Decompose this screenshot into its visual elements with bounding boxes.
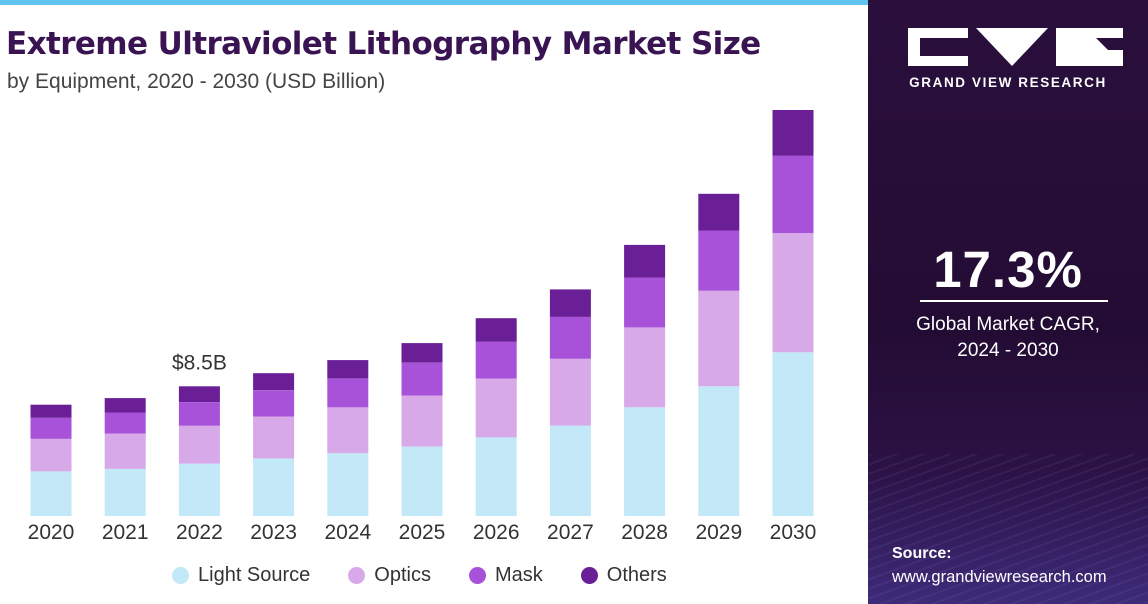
bar-2028-optics (624, 327, 666, 408)
bar-2020-mask (30, 417, 72, 439)
x-tick-label-2021: 2021 (102, 521, 149, 544)
bar-2025-optics (401, 395, 443, 447)
bar-2030-optics (772, 233, 814, 353)
cagr-label-line1: Global Market CAGR, (916, 314, 1100, 335)
bar-2025-others (401, 343, 443, 363)
x-tick-label-2020: 2020 (28, 521, 75, 544)
legend-swatch-mask (468, 566, 486, 584)
legend-swatch-optics (348, 566, 366, 584)
legend-label-light-source: Light Source (198, 563, 311, 586)
top-accent-rule (0, 0, 868, 5)
chart-subtitle: by Equipment, 2020 - 2030 (USD Billion) (7, 70, 386, 93)
legend-swatch-light-source (172, 566, 189, 584)
bar-2021-others (104, 398, 146, 413)
x-tick-label-2029: 2029 (695, 521, 742, 544)
legend-swatch-others (580, 566, 598, 584)
bar-2029-others (698, 193, 740, 231)
bar-2030-others (772, 110, 814, 156)
cagr-label-line2: 2024 - 2030 (957, 340, 1059, 361)
chart-legend: Light Source Optics Mask Others (172, 562, 667, 588)
bar-2021-mask (104, 412, 146, 434)
cagr-divider (920, 300, 1108, 302)
legend-item-mask: Mask (468, 563, 543, 587)
bar-2025-light-source (401, 446, 443, 516)
chart-area: Extreme Ultraviolet Lithography Market S… (6, 26, 817, 588)
bar-2022-mask (178, 402, 220, 426)
bar-2029-light-source (698, 386, 740, 516)
x-tick-label-2026: 2026 (473, 521, 520, 544)
source-link[interactable]: www.grandviewresearch.com (892, 568, 1107, 586)
bar-2023-optics (253, 416, 295, 459)
bar-2030-light-source (772, 352, 814, 516)
bar-2023-mask (253, 390, 295, 417)
source-label: Source: (892, 545, 952, 562)
x-tick-label-2022: 2022 (176, 521, 223, 544)
bar-2026-optics (475, 378, 517, 438)
chart-title: Extreme Ultraviolet Lithography Market S… (6, 26, 761, 62)
bar-2022-light-source (178, 463, 220, 516)
bar-2027-light-source (549, 425, 591, 516)
legend-label-optics: Optics (374, 563, 431, 586)
bar-2020-light-source (30, 471, 72, 516)
bar-2026-light-source (475, 437, 517, 516)
bar-2022-optics (178, 425, 220, 464)
gvr-logo-icon (908, 28, 1123, 66)
bar-2027-others (549, 289, 591, 317)
bar-2024-others (327, 360, 369, 379)
bar-2020-optics (30, 438, 72, 472)
bar-2029-optics (698, 290, 740, 387)
x-tick-label-2024: 2024 (324, 521, 371, 544)
legend-item-light-source: Light Source (172, 564, 310, 587)
bar-2029-mask (698, 230, 740, 291)
bar-2025-mask (401, 362, 443, 396)
brand-name: GRAND VIEW RESEARCH (909, 75, 1107, 90)
bar-2027-mask (549, 316, 591, 359)
bar-2020-others (30, 404, 72, 418)
bar-2024-mask (327, 378, 369, 408)
bar-2024-light-source (327, 453, 369, 516)
legend-item-others: Others (580, 563, 667, 587)
bar-2024-optics (327, 407, 369, 454)
bar-2028-light-source (624, 407, 666, 516)
bar-2028-others (624, 244, 666, 278)
cagr-value: 17.3% (933, 241, 1083, 298)
legend-label-mask: Mask (494, 563, 543, 586)
bar-2026-mask (475, 341, 517, 379)
decorative-pattern (868, 454, 1148, 604)
bar-2023-light-source (253, 458, 295, 516)
bar-2027-optics (549, 358, 591, 426)
bar-2030-mask (772, 155, 814, 234)
legend-item-optics: Optics (348, 564, 431, 587)
x-tick-label-2027: 2027 (547, 521, 594, 544)
x-tick-label-2025: 2025 (399, 521, 446, 544)
legend-label-others: Others (606, 563, 667, 586)
bar-2022-others (178, 386, 220, 402)
bar-2023-others (253, 373, 295, 391)
cagr-label: Global Market CAGR, 2024 - 2030 (868, 312, 1148, 364)
x-tick-label-2023: 2023 (250, 521, 297, 544)
data-label-2022: $8.5B (172, 351, 227, 374)
bar-2021-optics (104, 433, 146, 469)
x-tick-label-2030: 2030 (770, 521, 817, 544)
x-tick-label-2028: 2028 (621, 521, 668, 544)
stacked-bar-chart: 2020 2021 $8.5B 2022 2023 2024 2025 2026 2027 202… (28, 110, 817, 544)
bar-2021-light-source (104, 468, 146, 516)
bar-2028-mask (624, 277, 666, 328)
bar-2026-others (475, 318, 517, 342)
brand-panel: GRAND VIEW RESEARCH 17.3% Global Market … (868, 0, 1148, 604)
